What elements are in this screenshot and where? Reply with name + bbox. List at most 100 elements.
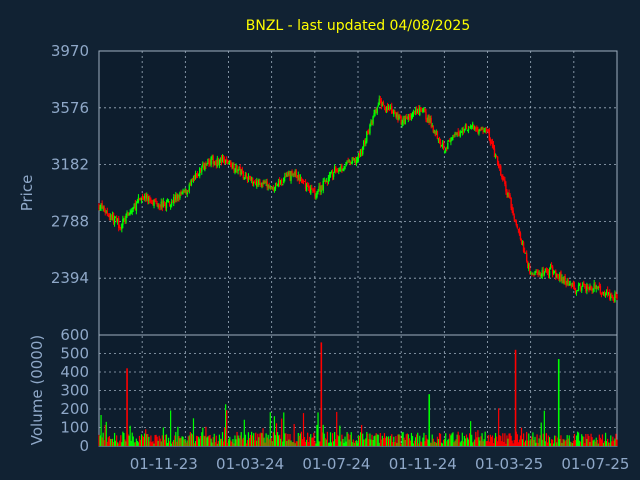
volume-bar [412,443,415,446]
volume-bar [548,437,551,446]
candle-body [530,272,532,275]
candle-body [377,104,379,107]
volume-bar [473,441,475,446]
candle-body [551,266,554,274]
volume-bar [184,438,186,446]
candle-body [456,132,458,136]
volume-bar [443,439,445,446]
candle-body [453,135,455,137]
volume-bar [339,425,341,446]
volume-bar [463,435,466,446]
candle-body [382,102,385,106]
candle-body [497,163,500,168]
candle-body [219,158,222,161]
candle-body [110,215,113,220]
candle-body [259,180,261,183]
volume-bar [146,434,148,446]
candle-body [191,178,194,180]
candle-body [146,195,148,198]
volume-bar [545,433,548,446]
candle-body [230,161,232,168]
volume-bar [120,435,122,446]
volume-bar [418,443,420,446]
candle-body [571,282,574,285]
volume-bar [446,441,448,446]
volume-bar [524,442,526,446]
volume-bar [187,436,189,446]
candle-body [143,196,146,199]
volume-bar [307,432,309,446]
candle-body [536,271,538,273]
volume-bar [259,433,261,446]
candle-body [446,147,448,149]
volume-bar [266,437,268,446]
volume-bar [351,442,353,446]
volume-bar [382,438,385,446]
volume-bar [202,427,204,446]
volume-bar [579,440,581,446]
volume-bar [453,442,455,446]
candle-body [401,121,403,126]
candle-body [201,167,203,172]
volume-tick-label: 100 [60,419,89,437]
candle-body [517,228,520,230]
candle-body [523,251,526,253]
candle-body [560,271,562,281]
candle-body [546,269,549,272]
candle-body [457,131,459,135]
volume-bar [190,433,192,446]
volume-bar [546,442,549,446]
volume-bar [123,433,125,446]
volume-bar [135,438,137,446]
volume-bar [103,440,105,446]
volume-bar [162,427,164,446]
candle-body [319,185,321,192]
candle-body [207,158,209,164]
volume-tick-label: 300 [60,382,89,400]
candle-body [238,166,240,170]
candle-body [371,122,373,125]
volume-bar [458,435,460,446]
candle-body [315,195,317,197]
volume-bar [599,437,601,446]
candle-body [183,190,185,193]
candle-body [160,201,162,207]
volume-bar [585,433,587,446]
candle-body [258,179,260,185]
volume-bar [213,433,215,446]
volume-bar [462,441,464,446]
volume-bar [246,440,249,446]
candle-body [125,216,127,223]
candle-body [512,210,514,216]
candle-body [566,280,568,285]
volume-bar [507,438,509,446]
volume-bar [483,439,485,446]
candle-body [413,111,416,113]
candle-body [298,174,301,182]
candle-body [351,157,353,163]
candle-body [284,176,286,179]
volume-bar [353,442,355,446]
candle-body [468,127,471,129]
volume-bar [371,434,373,446]
volume-bar [163,439,165,446]
volume-bar [158,435,160,446]
volume-bar [361,424,363,446]
volume-bar [593,439,595,446]
volume-bar [109,438,112,446]
candle-body [359,149,362,157]
volume-bar [383,433,386,446]
candle-body [155,200,157,202]
volume-bar [327,442,330,446]
volume-bar [530,439,532,446]
volume-bar [539,435,541,446]
candle-body [279,180,282,184]
candle-body [196,174,199,176]
candle-body [227,159,229,164]
candle-body [544,268,547,272]
candle-body [332,173,335,177]
volume-bar [316,424,318,446]
candle-body [565,281,567,286]
volume-bar [192,418,195,446]
volume-bar [461,432,463,446]
